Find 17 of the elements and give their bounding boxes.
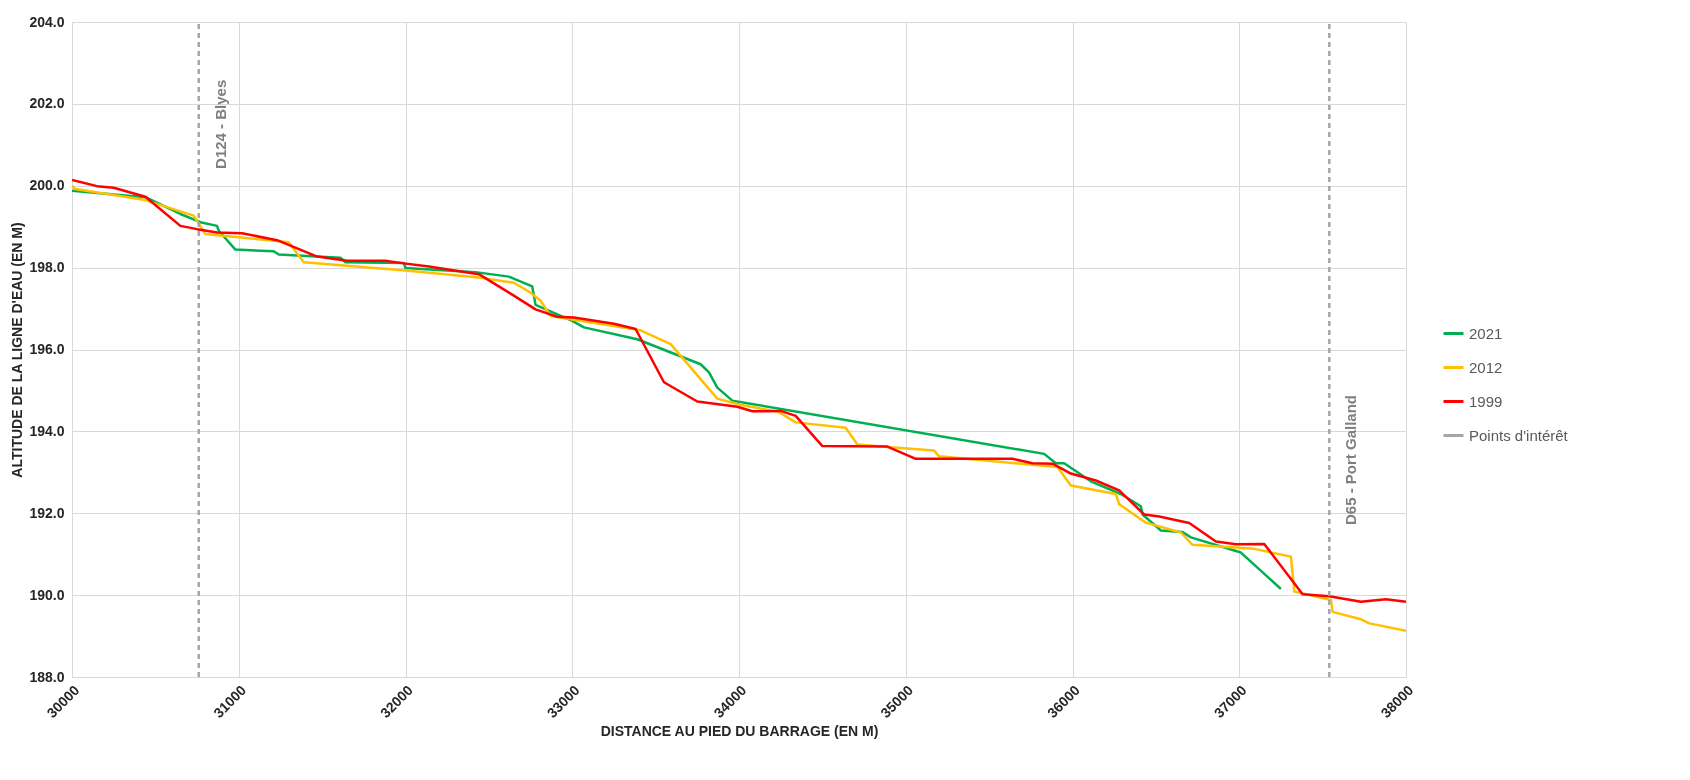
y-tick-label: 196.0	[29, 341, 65, 357]
annotation: D124 - Blyes	[211, 79, 229, 169]
y-tick-label: 188.0	[29, 668, 65, 685]
y-tick-label: 190.0	[29, 586, 65, 603]
y-tick-label: 198.0	[29, 259, 65, 276]
x-axis-title: DISTANCE AU PIED DU BARRAGE (EN M)	[600, 722, 879, 739]
legend-label: 2021	[1469, 324, 1503, 342]
y-tick-label: 204.0	[29, 13, 65, 30]
annotation: D65 - Port Galland	[1342, 395, 1360, 526]
y-tick-label: 202.0	[29, 95, 65, 112]
legend-label: 1999	[1469, 392, 1503, 410]
y-tick-label: 200.0	[29, 177, 65, 194]
y-tick-label: 194.0	[29, 422, 65, 439]
y-tick-label: 192.0	[29, 504, 65, 521]
y-axis-title: ALTITUDE DE LA LIGNE D'EAU (EN M)	[9, 222, 26, 478]
legend-label: Points d'intérêt	[1469, 426, 1569, 444]
legend-label: 2012	[1469, 358, 1503, 376]
